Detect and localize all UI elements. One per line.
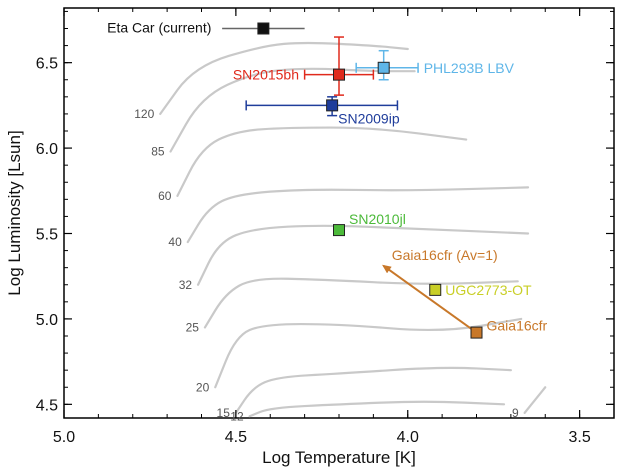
x-tick-label: 5.0 xyxy=(53,429,75,446)
track-label-20: 20 xyxy=(196,380,210,394)
axis-ticks: 5.0 4.5 4.0 3.5 4.5 5.0 5.5 6.0 6.5 xyxy=(36,8,614,446)
sn2010jl-marker xyxy=(333,224,345,237)
eta-car-current-label: Eta Car (current) xyxy=(107,20,211,36)
y-tick-label: 5.0 xyxy=(36,312,58,329)
track-label-32: 32 xyxy=(179,278,193,292)
track-label-25: 25 xyxy=(186,320,200,334)
ugc2773-ot-label: UGC2773-OT xyxy=(445,282,532,298)
track-15 xyxy=(234,366,512,414)
gaia16cfr-extinction-arrow xyxy=(382,264,478,334)
y-axis-title: Log Luminosity [Lsun] xyxy=(5,130,24,295)
gaia16cfr-marker xyxy=(470,326,483,339)
arrow-label: Gaia16cfr (Av=1) xyxy=(392,247,498,263)
track-25 xyxy=(203,277,519,329)
x-tick-label: 4.0 xyxy=(397,429,419,446)
phl293b-lbv-label: PHL293B LBV xyxy=(424,60,515,76)
track-12 xyxy=(248,400,506,418)
sn2009ip-label: SN2009ip xyxy=(338,110,400,126)
sn2010jl-label: SN2010jl xyxy=(349,211,406,227)
sn2015bh-label: SN2015bh xyxy=(233,67,299,83)
track-label-120: 120 xyxy=(134,107,154,121)
sn2015bh-marker xyxy=(333,68,345,81)
evolutionary-tracks: 120 85 60 40 32 25 20 15 12 9 xyxy=(134,41,547,423)
track-label-60: 60 xyxy=(158,189,172,203)
track-label-40: 40 xyxy=(168,235,182,249)
phl293b-lbv-marker xyxy=(377,61,390,74)
track-label-15: 15 xyxy=(217,406,231,420)
y-tick-label: 6.0 xyxy=(36,141,58,158)
track-20 xyxy=(214,317,523,389)
y-tick-label: 6.5 xyxy=(36,56,58,73)
track-label-9: 9 xyxy=(512,406,519,420)
eta-car-current-marker xyxy=(257,22,270,35)
track-32 xyxy=(196,224,530,286)
x-tick-label: 4.5 xyxy=(225,429,247,446)
track-60 xyxy=(176,126,468,198)
y-tick-label: 5.5 xyxy=(36,227,58,244)
sn2009ip-marker xyxy=(326,99,339,112)
track-85 xyxy=(169,67,416,153)
track-label-85: 85 xyxy=(151,145,165,159)
y-tick-label: 4.5 xyxy=(36,397,58,414)
track-120 xyxy=(159,41,409,116)
x-tick-label: 3.5 xyxy=(569,429,591,446)
gaia16cfr-label: Gaia16cfr xyxy=(487,318,548,334)
track-label-12: 12 xyxy=(230,409,244,423)
ugc2773-ot-marker xyxy=(429,283,442,296)
track-9 xyxy=(523,386,547,414)
x-axis-title: Log Temperature [K] xyxy=(262,448,416,467)
data-points: Gaia16cfr (Av=1) Eta Car (current) SN2015b… xyxy=(107,20,548,339)
track-40 xyxy=(186,186,530,244)
